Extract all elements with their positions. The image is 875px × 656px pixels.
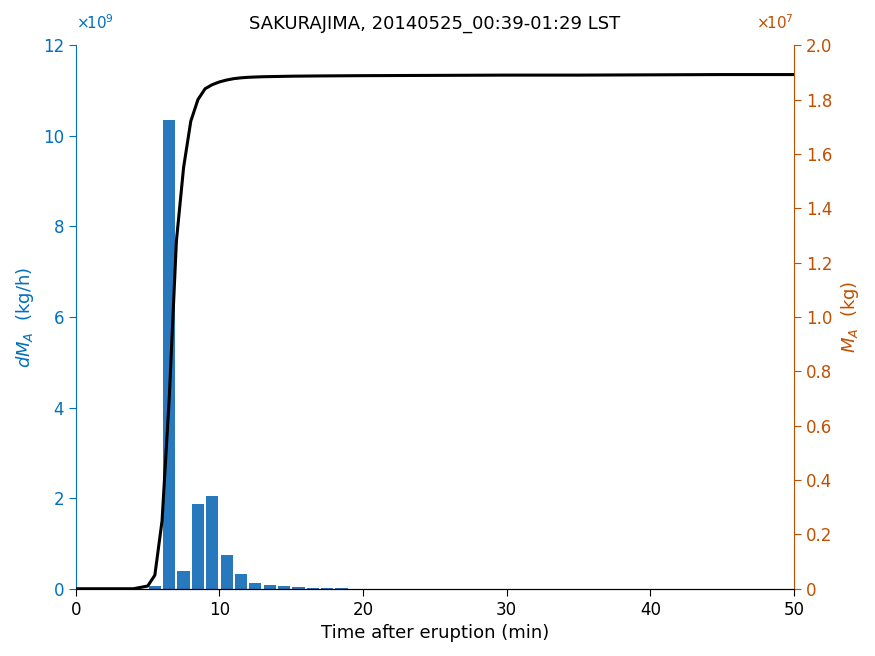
Bar xyxy=(234,574,247,588)
Bar xyxy=(163,120,175,588)
Bar xyxy=(192,504,204,588)
Bar xyxy=(278,586,290,588)
Bar xyxy=(292,587,304,588)
Text: $\times\!10^9$: $\times\!10^9$ xyxy=(76,13,114,31)
Bar xyxy=(206,496,219,588)
Bar xyxy=(249,583,262,588)
X-axis label: Time after eruption (min): Time after eruption (min) xyxy=(321,624,549,642)
Title: SAKURAJIMA, 20140525_00:39-01:29 LST: SAKURAJIMA, 20140525_00:39-01:29 LST xyxy=(249,15,620,33)
Bar xyxy=(220,555,233,588)
Bar xyxy=(149,586,161,588)
Bar xyxy=(178,571,190,588)
Bar xyxy=(263,585,276,588)
Text: $\times\!10^7$: $\times\!10^7$ xyxy=(756,13,794,31)
Y-axis label: $dM_A$  (kg/h): $dM_A$ (kg/h) xyxy=(14,266,36,367)
Y-axis label: $M_A$  (kg): $M_A$ (kg) xyxy=(839,281,861,353)
